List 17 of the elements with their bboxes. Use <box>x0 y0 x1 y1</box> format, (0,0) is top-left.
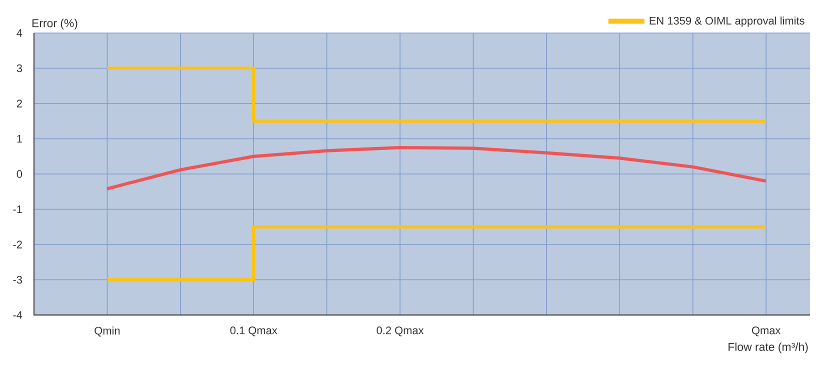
y-tick-label: -4 <box>13 311 22 319</box>
line-series <box>106 146 768 190</box>
y-axis-title: Error (%) <box>32 18 78 30</box>
y-tick-label: 3 <box>16 64 22 72</box>
y-tick-label: 2 <box>16 100 22 108</box>
y-tick-label: 1 <box>17 134 22 143</box>
x-tick-label: 0.2 Qmax <box>376 326 424 336</box>
x-axis-title: Flow rate (m³/h) <box>728 342 808 354</box>
x-tick-label: Qmin <box>94 326 120 337</box>
y-tick-label: 0 <box>16 170 22 178</box>
y-tick-label: -2 <box>13 240 22 248</box>
y-tick-label: 4 <box>16 29 22 37</box>
x-tick-label: 0.1 Qmax <box>230 326 278 336</box>
legend-label: EN 1359 & OIML approval limits <box>650 16 804 27</box>
y-tick-label: -3 <box>13 276 22 284</box>
x-tick-label: Qmax <box>752 326 781 336</box>
y-tick-label: -1 <box>13 205 22 214</box>
